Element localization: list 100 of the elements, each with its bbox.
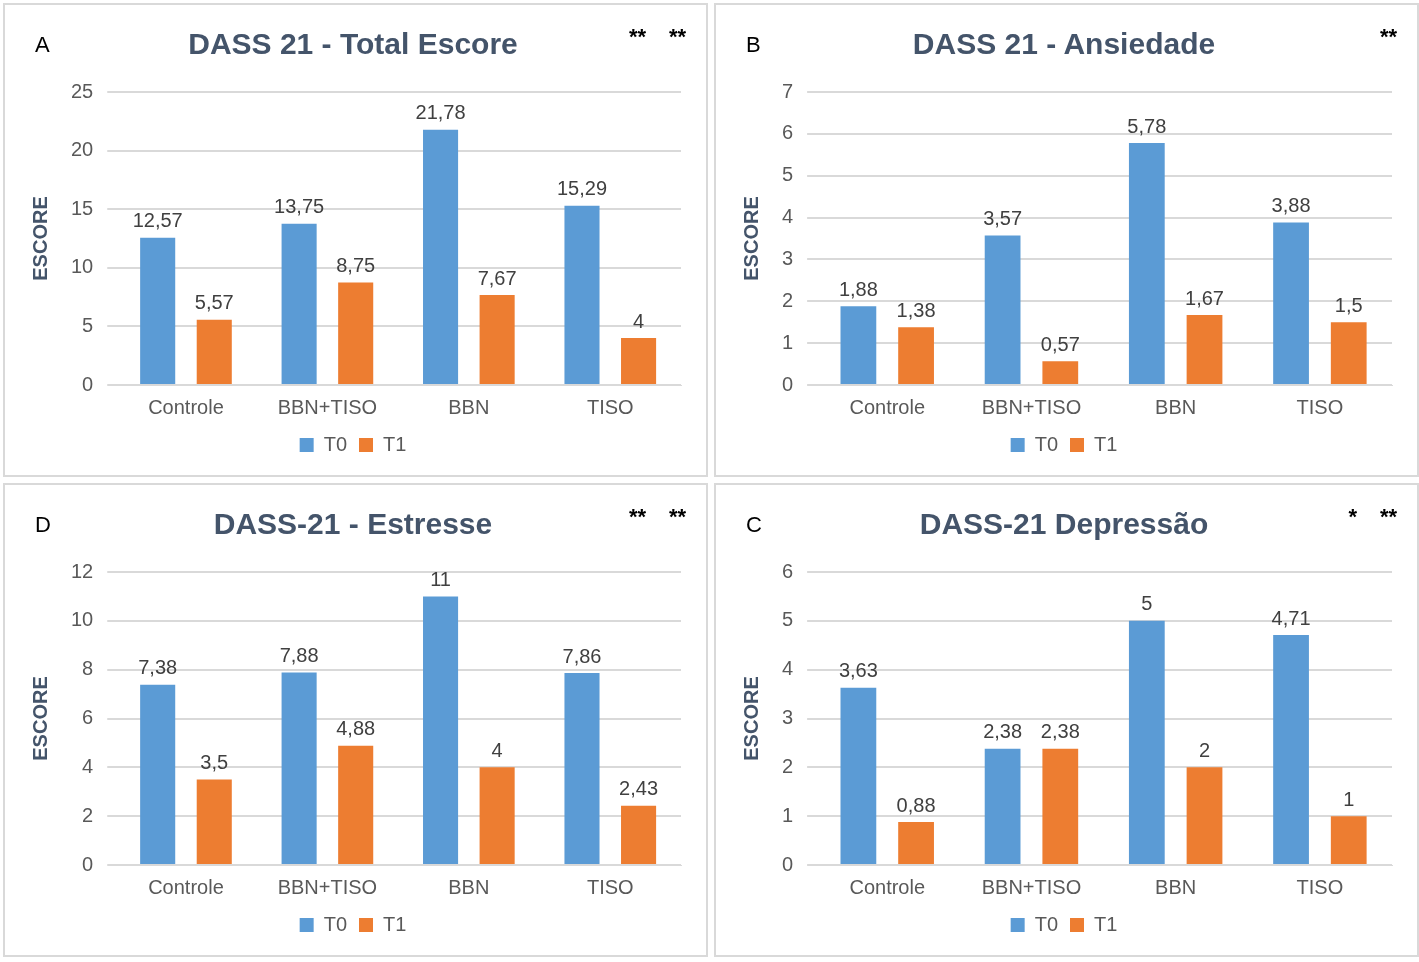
text: **: [628, 24, 647, 50]
y-tick-label: 6: [782, 559, 794, 582]
x-tick-label: BBN+TISO: [277, 395, 378, 418]
text: **: [1379, 24, 1398, 50]
data-label: 7,86: [562, 644, 602, 667]
bar: [898, 822, 934, 864]
data-label: 2,38: [1040, 720, 1080, 743]
data-label: 12,57: [132, 209, 183, 232]
bar: [140, 237, 176, 384]
data-label: 1,88: [838, 277, 878, 300]
bar: [140, 684, 176, 864]
chart-title: DASS-21 - Estresse: [213, 507, 493, 541]
y-tick-label: 2: [782, 288, 794, 311]
legend-label: T0: [323, 912, 347, 935]
bar: [281, 672, 317, 864]
x-tick-label: TISO: [1296, 395, 1344, 418]
data-label: 2,38: [983, 720, 1023, 743]
data-label: 7,67: [477, 266, 517, 289]
y-tick-label: 10: [71, 255, 94, 278]
bar: [984, 748, 1021, 864]
data-label: 1: [1343, 787, 1355, 810]
y-tick-label: 3: [782, 706, 794, 729]
bar: [840, 306, 877, 384]
bar: [281, 223, 317, 384]
y-tick-label: 0: [82, 852, 94, 875]
data-label: 3,63: [838, 659, 878, 682]
legend-label: T1: [1094, 432, 1118, 455]
bar: [1273, 635, 1309, 864]
data-label: 0,88: [896, 793, 936, 816]
bar: [196, 779, 232, 864]
chart-title: DASS 21 - Ansiedade: [912, 27, 1216, 61]
text: **: [668, 504, 687, 530]
bar: [1186, 767, 1223, 864]
y-tick-label: 2: [82, 803, 94, 826]
y-axis-title: ESCORE: [28, 676, 51, 761]
x-tick-label: BBN+TISO: [981, 875, 1082, 898]
y-axis-title: ESCORE: [28, 196, 51, 281]
data-label: 13,75: [274, 195, 325, 218]
x-tick-label: TISO: [1296, 875, 1344, 898]
bar: [1330, 816, 1367, 864]
x-tick-label: Controle: [148, 875, 224, 898]
bar: [621, 805, 657, 864]
y-tick-label: 2: [782, 754, 794, 777]
text: B: [746, 32, 761, 58]
y-tick-label: 5: [782, 163, 794, 186]
data-label: 3,5: [200, 751, 229, 774]
data-label: 2: [1198, 738, 1211, 761]
data-label: 7,88: [279, 644, 319, 667]
text: *: [1348, 504, 1358, 530]
bar: [564, 205, 600, 384]
bar: [196, 319, 232, 384]
x-tick-label: BBN: [1155, 875, 1197, 898]
legend-label: T1: [383, 912, 407, 935]
y-tick-label: 1: [782, 330, 794, 353]
y-tick-label: 3: [782, 246, 794, 269]
data-label: 3,57: [983, 207, 1023, 230]
chart-title: DASS 21 - Total Escore: [188, 27, 518, 61]
x-tick-label: Controle: [849, 875, 926, 898]
data-label: 0,57: [1040, 332, 1080, 355]
y-axis-title: ESCORE: [739, 676, 762, 761]
bar: [479, 295, 515, 384]
y-tick-label: 5: [782, 608, 794, 631]
y-axis-title: ESCORE: [739, 196, 762, 281]
data-label: 5,57: [194, 291, 234, 314]
data-label: 4,71: [1271, 606, 1311, 629]
y-tick-label: 4: [82, 754, 94, 777]
bar: [1128, 620, 1165, 864]
text: **: [668, 24, 687, 50]
x-tick-label: BBN: [448, 875, 490, 898]
data-label: 4: [633, 309, 645, 332]
bar: [1330, 322, 1367, 384]
y-tick-label: 7: [782, 79, 794, 102]
legend-label: T1: [383, 432, 407, 455]
data-label: 11: [430, 567, 451, 590]
data-label: 3,88: [1271, 194, 1311, 217]
data-label: 5,78: [1127, 114, 1167, 137]
x-tick-label: BBN+TISO: [277, 875, 378, 898]
bar: [338, 745, 374, 864]
y-tick-label: 12: [71, 559, 94, 582]
y-tick-label: 8: [82, 657, 94, 680]
y-tick-label: 6: [782, 121, 794, 144]
data-label: 21,78: [415, 101, 466, 124]
data-label: 5: [1141, 592, 1153, 615]
text: A: [35, 32, 50, 58]
bar: [840, 687, 877, 864]
bar: [423, 129, 459, 384]
bar: [984, 235, 1021, 384]
legend-label: T1: [1094, 912, 1118, 935]
x-tick-label: Controle: [849, 395, 926, 418]
y-tick-label: 25: [71, 79, 94, 102]
bar: [1042, 361, 1079, 384]
data-label: 8,75: [336, 253, 376, 276]
x-tick-label: BBN: [1155, 395, 1197, 418]
bar: [1186, 315, 1223, 384]
legend-label: T0: [323, 432, 347, 455]
data-label: 1,5: [1334, 293, 1363, 316]
data-label: 7,38: [138, 656, 178, 679]
y-tick-label: 6: [82, 706, 94, 729]
bar: [898, 327, 934, 384]
data-label: 4,88: [336, 717, 376, 740]
